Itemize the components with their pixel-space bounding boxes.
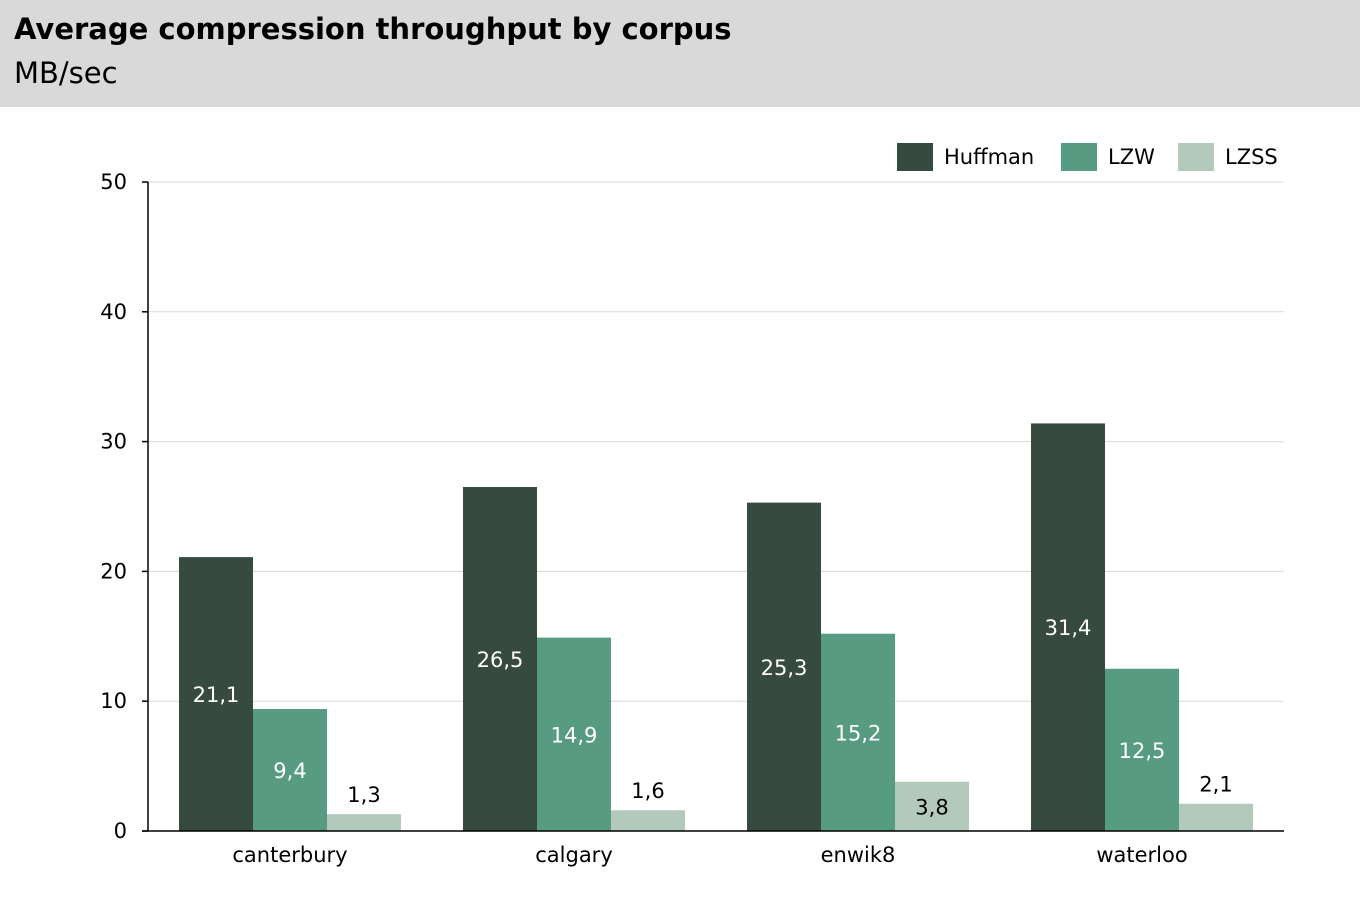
legend-label: LZSS: [1225, 145, 1278, 169]
bar: [747, 502, 821, 831]
bar: [895, 781, 969, 831]
y-axis: 0 10 20 30 40 50: [100, 170, 148, 843]
legend: Huffman LZW LZSS: [897, 143, 1278, 171]
bar: [611, 810, 685, 831]
data-label: 25,3: [761, 656, 808, 680]
x-tick-label: calgary: [535, 843, 613, 867]
bar: [1179, 803, 1253, 831]
data-labels: 21,1 9,4 1,3 26,5 14,9 1,6 25,3 15,2 3,8 31,4 12,5…: [193, 616, 1233, 819]
legend-swatch: [897, 143, 933, 171]
legend-label: LZW: [1108, 145, 1155, 169]
x-tick-label: enwik8: [821, 843, 896, 867]
chart-subtitle: MB/sec: [14, 56, 118, 90]
data-label: 1,3: [347, 783, 380, 807]
data-label: 2,1: [1199, 773, 1232, 797]
chart-header: Average compression throughput by corpus…: [0, 0, 1360, 107]
x-tick-label: waterloo: [1096, 843, 1187, 867]
data-label: 3,8: [915, 795, 948, 819]
bar: [327, 814, 401, 831]
bar: [253, 708, 327, 831]
bar: [179, 557, 253, 831]
data-label: 1,6: [631, 779, 664, 803]
bars: [179, 423, 1253, 831]
data-label: 9,4: [273, 759, 306, 783]
gridlines: [148, 181, 1284, 702]
y-tick-label: 10: [100, 689, 127, 713]
data-label: 26,5: [477, 648, 524, 672]
bar: [537, 637, 611, 831]
legend-swatch: [1061, 143, 1097, 171]
y-tick-label: 50: [100, 170, 127, 194]
legend-label: Huffman: [944, 145, 1034, 169]
y-tick-label: 40: [100, 300, 127, 324]
bar: [1031, 423, 1105, 831]
bar: [1105, 668, 1179, 831]
bar: [821, 633, 895, 831]
data-label: 15,2: [835, 721, 882, 745]
data-label: 12,5: [1119, 739, 1166, 763]
y-tick-label: 30: [100, 430, 127, 454]
bar: [463, 487, 537, 831]
data-label: 31,4: [1045, 616, 1092, 640]
x-tick-label: canterbury: [232, 843, 347, 867]
y-tick-label: 20: [100, 559, 127, 583]
chart-title: Average compression throughput by corpus: [14, 12, 732, 46]
y-tick-label: 0: [114, 819, 127, 843]
legend-swatch: [1178, 143, 1214, 171]
data-label: 14,9: [551, 723, 598, 747]
data-label: 21,1: [193, 683, 240, 707]
